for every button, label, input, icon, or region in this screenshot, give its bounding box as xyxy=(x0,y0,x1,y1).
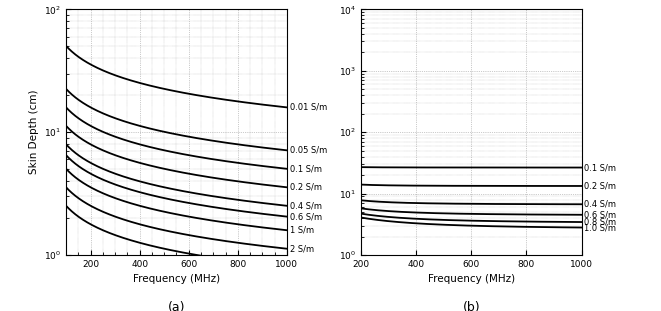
X-axis label: Frequency (MHz): Frequency (MHz) xyxy=(428,274,515,285)
Text: 0.6 S/m: 0.6 S/m xyxy=(584,210,617,219)
Text: 0.8 S/m: 0.8 S/m xyxy=(584,217,617,226)
Text: 0.05 S/m: 0.05 S/m xyxy=(290,146,327,155)
Title: (b): (b) xyxy=(463,300,480,311)
Text: 0.2 S/m: 0.2 S/m xyxy=(290,183,322,192)
Text: 0.4 S/m: 0.4 S/m xyxy=(290,201,322,210)
Text: 2 S/m: 2 S/m xyxy=(290,244,314,253)
Text: 0.4 S/m: 0.4 S/m xyxy=(584,200,617,209)
Text: 0.01 S/m: 0.01 S/m xyxy=(290,103,327,112)
Text: 1.0 S/m: 1.0 S/m xyxy=(584,223,617,232)
Text: 0.1 S/m: 0.1 S/m xyxy=(584,163,617,172)
Text: 1 S/m: 1 S/m xyxy=(290,226,314,235)
Text: 0.6 S/m: 0.6 S/m xyxy=(290,212,322,221)
Text: 4 S/m: 4 S/m xyxy=(0,310,1,311)
Title: (a): (a) xyxy=(168,300,185,311)
Text: 0.2 S/m: 0.2 S/m xyxy=(584,182,617,190)
Text: 0.1 S/m: 0.1 S/m xyxy=(290,164,322,173)
Y-axis label: Skin Depth (cm): Skin Depth (cm) xyxy=(28,90,38,174)
X-axis label: Frequency (MHz): Frequency (MHz) xyxy=(133,274,220,285)
